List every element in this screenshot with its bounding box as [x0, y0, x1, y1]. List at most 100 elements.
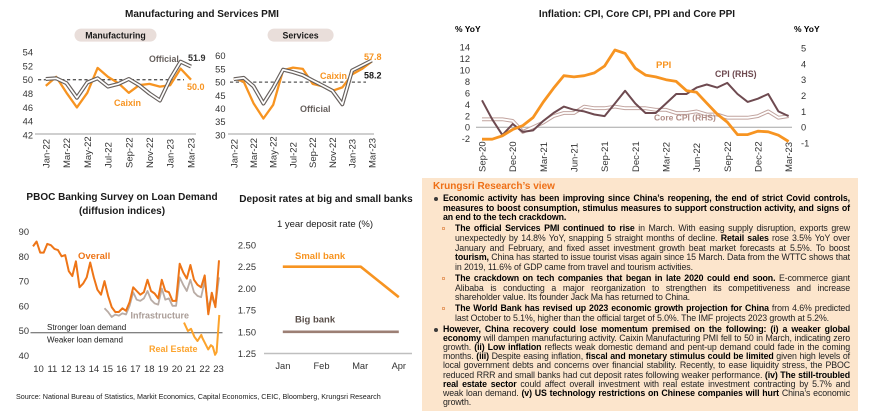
svg-text:1: 1	[801, 107, 806, 117]
svg-text:51.9: 51.9	[188, 53, 206, 63]
svg-text:5: 5	[801, 44, 806, 54]
svg-text:Jun-22: Jun-22	[692, 143, 703, 172]
svg-text:4: 4	[801, 59, 806, 69]
svg-text:22: 22	[199, 364, 210, 375]
svg-text:18: 18	[144, 364, 155, 375]
svg-text:2: 2	[801, 91, 806, 101]
svg-text:Dec-20: Dec-20	[508, 141, 519, 172]
svg-text:Real Estate: Real Estate	[149, 344, 198, 354]
svg-text:Official: Official	[149, 54, 179, 64]
svg-text:Sep-21: Sep-21	[600, 141, 611, 172]
svg-text:8: 8	[465, 77, 470, 87]
svg-text:May-22: May-22	[83, 136, 94, 168]
svg-text:Jul-22: Jul-22	[104, 142, 115, 168]
svg-text:21: 21	[186, 364, 197, 375]
svg-text:58.2: 58.2	[364, 71, 382, 81]
svg-text:48: 48	[23, 89, 33, 99]
svg-text:Caixin: Caixin	[320, 71, 347, 81]
svg-text:4: 4	[465, 100, 470, 110]
svg-text:14: 14	[460, 43, 470, 53]
svg-text:Caixin: Caixin	[114, 98, 141, 108]
svg-text:57.8: 57.8	[364, 52, 382, 62]
svg-text:16: 16	[116, 364, 127, 375]
svg-text:70: 70	[19, 277, 29, 287]
svg-text:Dec-21: Dec-21	[631, 141, 642, 172]
svg-text:2.00: 2.00	[238, 284, 256, 294]
svg-text:(diffusion indices): (diffusion indices)	[79, 206, 165, 217]
svg-text:-1: -1	[801, 139, 809, 149]
svg-text:Mar-22: Mar-22	[62, 138, 73, 168]
svg-text:42: 42	[23, 131, 33, 141]
svg-text:60: 60	[215, 51, 225, 61]
svg-text:10: 10	[460, 66, 470, 76]
svg-text:3: 3	[801, 75, 806, 85]
svg-text:Mar: Mar	[352, 361, 368, 371]
svg-text:Sep-22: Sep-22	[308, 137, 319, 168]
svg-text:Sep-22: Sep-22	[723, 141, 734, 172]
svg-text:PPI: PPI	[656, 60, 671, 71]
svg-text:40: 40	[19, 351, 29, 361]
svg-text:Jul-22: Jul-22	[289, 142, 300, 168]
svg-text:Mar-22: Mar-22	[249, 138, 260, 168]
svg-text:90: 90	[19, 227, 29, 237]
svg-text:1.25: 1.25	[238, 349, 256, 359]
svg-text:-2: -2	[462, 134, 470, 144]
svg-text:Manufacturing and Services PMI: Manufacturing and Services PMI	[125, 9, 279, 20]
svg-text:23: 23	[213, 364, 224, 375]
svg-text:55: 55	[215, 64, 225, 74]
svg-text:30: 30	[215, 130, 225, 140]
svg-text:35: 35	[215, 117, 225, 127]
svg-text:Nov-22: Nov-22	[145, 137, 156, 168]
svg-text:% YoY: % YoY	[794, 24, 820, 34]
svg-text:50.0: 50.0	[187, 82, 205, 92]
svg-text:80: 80	[19, 252, 29, 262]
svg-text:Mar-21: Mar-21	[539, 142, 550, 172]
svg-text:Mar-23: Mar-23	[784, 142, 795, 172]
svg-text:Services: Services	[282, 31, 318, 41]
svg-text:12: 12	[61, 364, 72, 375]
svg-text:12: 12	[460, 54, 470, 64]
svg-text:17: 17	[130, 364, 141, 375]
svg-text:0: 0	[465, 123, 470, 133]
svg-text:19: 19	[158, 364, 169, 375]
svg-text:Weaker loan demand: Weaker loan demand	[47, 336, 123, 345]
svg-text:Small bank: Small bank	[295, 251, 346, 262]
svg-text:1.75: 1.75	[238, 306, 256, 316]
svg-text:2.25: 2.25	[238, 262, 256, 272]
svg-text:Jan-22: Jan-22	[229, 139, 240, 168]
svg-text:6: 6	[465, 88, 470, 98]
svg-text:50: 50	[215, 78, 225, 88]
svg-text:Jan-23: Jan-23	[348, 139, 359, 168]
svg-text:Jan-23: Jan-23	[166, 139, 177, 168]
svg-text:40: 40	[215, 104, 225, 114]
svg-text:CPI (RHS): CPI (RHS)	[715, 69, 757, 79]
svg-text:Core CPI (RHS): Core CPI (RHS)	[654, 113, 716, 123]
svg-text:11: 11	[47, 364, 57, 375]
svg-text:45: 45	[215, 91, 225, 101]
svg-text:46: 46	[23, 103, 33, 113]
svg-text:% YoY: % YoY	[455, 24, 481, 34]
svg-text:Official: Official	[300, 104, 331, 114]
svg-text:Stronger loan demand: Stronger loan demand	[47, 323, 126, 332]
svg-text:Overall: Overall	[78, 251, 110, 262]
svg-text:15: 15	[103, 364, 114, 375]
svg-text:52: 52	[23, 61, 33, 71]
svg-text:54: 54	[23, 48, 33, 58]
svg-text:Manufacturing: Manufacturing	[85, 31, 146, 41]
svg-text:May-22: May-22	[269, 136, 280, 168]
svg-text:Mar-22: Mar-22	[662, 142, 673, 172]
svg-text:10: 10	[33, 364, 44, 375]
svg-text:Jun-21: Jun-21	[570, 143, 581, 172]
svg-text:Sep-22: Sep-22	[124, 137, 135, 168]
svg-text:1.50: 1.50	[238, 327, 256, 337]
svg-text:Nov-22: Nov-22	[328, 137, 339, 168]
svg-text:44: 44	[23, 117, 33, 127]
svg-text:0: 0	[801, 123, 806, 133]
svg-text:50: 50	[19, 326, 29, 336]
svg-text:1 year deposit rate (%): 1 year deposit rate (%)	[277, 219, 373, 230]
svg-text:Feb: Feb	[313, 361, 329, 371]
svg-text:2.50: 2.50	[238, 241, 256, 251]
svg-text:Infrastructure: Infrastructure	[131, 311, 190, 321]
svg-text:Apr: Apr	[392, 361, 406, 371]
svg-text:60: 60	[19, 301, 29, 311]
